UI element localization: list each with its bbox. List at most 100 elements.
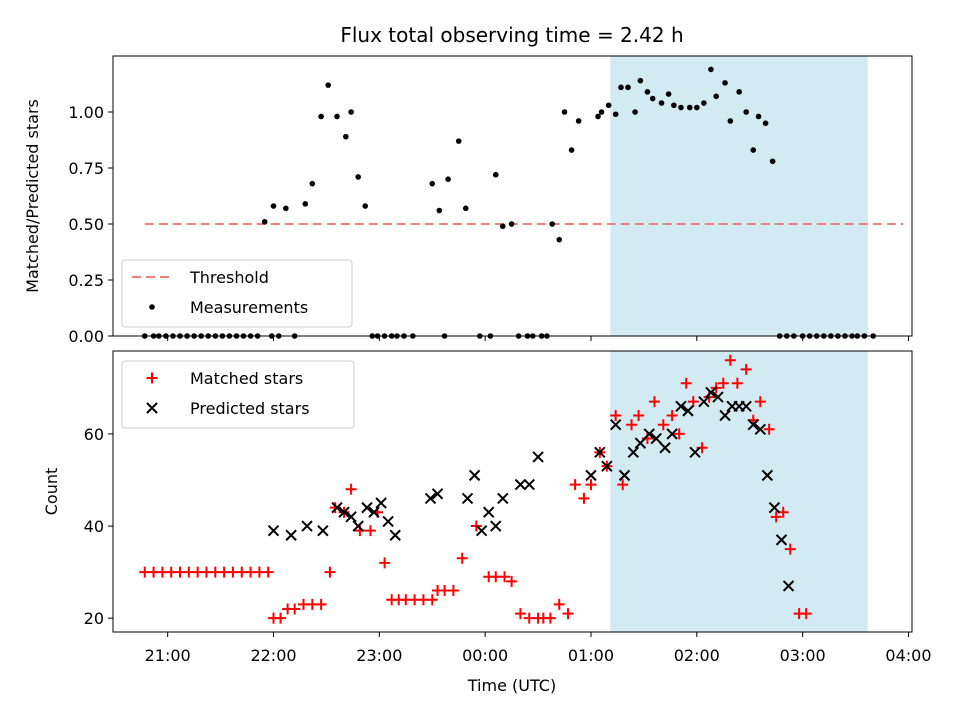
data-point (447, 585, 459, 597)
data-point (763, 423, 775, 435)
data-point (643, 428, 655, 440)
legend-label: Threshold (189, 268, 269, 287)
data-point (698, 395, 710, 408)
data-point (727, 118, 734, 124)
data-point (609, 418, 622, 431)
data-point (632, 109, 638, 115)
data-point (687, 396, 699, 408)
data-point (549, 221, 555, 227)
data-point (675, 400, 687, 412)
data-point (553, 598, 565, 610)
data-point (338, 506, 350, 518)
data-point (775, 534, 788, 546)
data-point (379, 557, 391, 569)
data-point (754, 423, 767, 436)
data-point (523, 478, 535, 491)
data-point (701, 100, 707, 106)
data-point (637, 77, 644, 84)
x-tick-label: 00:00 (462, 646, 508, 665)
data-point (594, 446, 606, 459)
data-point (750, 147, 757, 153)
legend-entry: Threshold (132, 268, 269, 287)
data-point (365, 525, 377, 537)
data-point (625, 84, 631, 91)
plot-frame (112, 350, 913, 633)
x-tick-label: 03:00 (780, 646, 826, 665)
data-point (717, 377, 729, 389)
y-axis-title: Matched/Predicted stars (23, 99, 42, 293)
data-point (334, 113, 340, 120)
star-count-panel: 20 40 60 21:00 22:00 23:00 00:00 01:00 02:00 03:0… (42, 350, 932, 665)
data-point (562, 608, 574, 620)
data-point (499, 223, 506, 230)
data-point (747, 418, 759, 431)
legend-entry: Predicted stars (146, 399, 310, 418)
legend-matched-swatch (146, 372, 158, 384)
x-tick-label: 01:00 (568, 646, 614, 665)
data-point (724, 354, 736, 366)
data-point (283, 205, 289, 212)
plot-frame (112, 55, 913, 337)
data-point (361, 501, 373, 514)
data-point (497, 492, 509, 505)
legend-measurement-swatch (149, 304, 155, 310)
data-point (345, 511, 357, 523)
data-point (743, 109, 750, 115)
data-point (569, 479, 581, 491)
data-point (462, 205, 469, 212)
data-point (782, 580, 795, 592)
data-point (492, 171, 499, 178)
data-point (598, 109, 605, 115)
data-point (331, 501, 343, 514)
series-measurements (141, 66, 876, 339)
data-point (514, 608, 526, 620)
data-point (514, 478, 527, 491)
legend: Threshold Measurements (121, 259, 353, 328)
data-point (475, 524, 488, 537)
data-point (634, 437, 647, 449)
data-point (482, 506, 495, 518)
data-point (708, 66, 714, 73)
data-point (355, 174, 361, 180)
data-point (618, 469, 631, 482)
data-point (267, 524, 280, 537)
data-point (644, 89, 651, 95)
data-point (270, 203, 277, 209)
data-point (800, 608, 812, 620)
data-point (762, 120, 769, 126)
data-point (612, 111, 619, 118)
data-point (289, 603, 301, 615)
data-point (508, 221, 515, 227)
data-point (424, 492, 437, 505)
data-point (650, 432, 662, 445)
data-point (673, 428, 685, 440)
x-axis-title: Time (UTC) (467, 676, 556, 695)
data-point (648, 396, 660, 408)
data-point (568, 147, 575, 153)
data-point (436, 207, 443, 214)
data-point (490, 520, 502, 532)
data-point (682, 405, 694, 417)
data-point (389, 529, 401, 541)
data-point (731, 377, 743, 389)
x-tick-label: 02:00 (674, 646, 720, 665)
legend-box (121, 259, 353, 328)
y-tick-label: 40 (84, 517, 104, 536)
legend-label: Matched stars (190, 369, 303, 388)
legend-entry: Matched stars (146, 369, 303, 388)
data-point (343, 133, 349, 140)
data-point (382, 515, 394, 528)
data-point (585, 479, 597, 491)
data-point (736, 89, 742, 95)
data-point (666, 409, 678, 421)
data-point (658, 100, 665, 106)
data-point (345, 483, 357, 495)
data-point (585, 469, 597, 482)
data-point (671, 102, 677, 109)
legend-label: Measurements (190, 298, 308, 317)
y-tick-label: 60 (84, 425, 104, 444)
data-point (770, 511, 782, 523)
data-point (678, 104, 684, 111)
data-point (755, 113, 762, 120)
